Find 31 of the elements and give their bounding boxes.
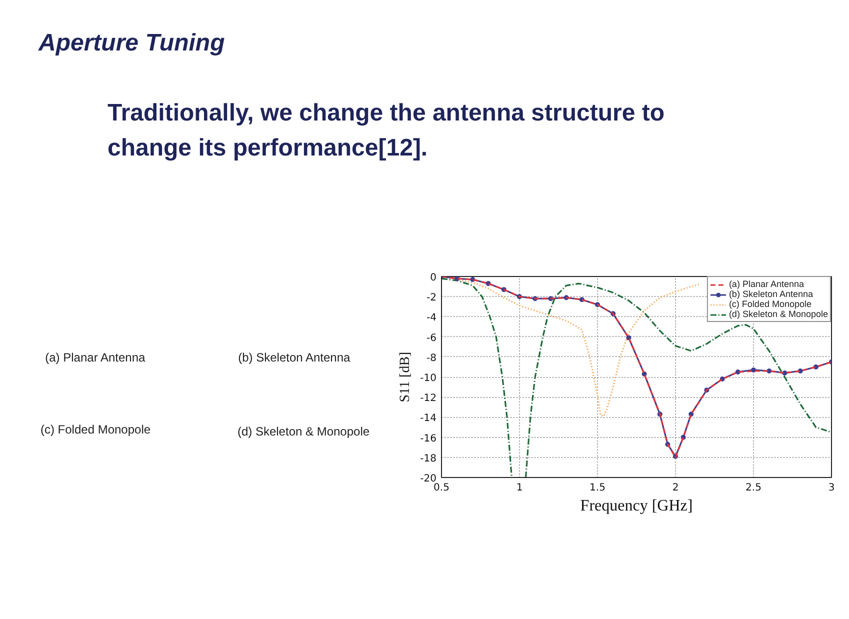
x-tick-label: 1.5: [590, 482, 606, 494]
y-tick-label: -12: [420, 393, 437, 404]
legend-label: (a) Planar Antenna: [728, 279, 804, 289]
y-tick-label: -14: [420, 413, 437, 424]
text: (a) Planar Antenna: [45, 350, 146, 365]
y-tick-label: -8: [426, 352, 437, 364]
legend-label: (b) Skeleton Antenna: [728, 289, 813, 299]
y-tick-label: -10: [420, 373, 437, 384]
y-tick-label: -16: [420, 433, 437, 444]
x-tick-label: 2: [672, 482, 679, 494]
point: [751, 367, 756, 372]
text: Aperture Tuning: [38, 30, 226, 56]
text: (d) Skeleton & Monopole: [237, 424, 370, 438]
y-tick-label: -6: [426, 332, 437, 344]
text: (b) Skeleton Antenna: [238, 350, 351, 365]
line-series: [442, 276, 700, 417]
y-axis-title: S11 [dB]: [398, 352, 414, 402]
x-axis-title: Frequency [GHz]: [580, 498, 693, 514]
legend-label: (d) Skeleton & Monopole: [728, 309, 828, 319]
y-tick-label: -18: [420, 453, 437, 464]
y-tick-label: -20: [420, 474, 437, 484]
chart-subtitle: Traditionally, we change the antenna structure to change its performance[12].: [108, 100, 664, 162]
y-tick-label: 0: [430, 272, 437, 284]
x-tick-label: 0.5: [434, 482, 450, 494]
y-tick-label: -2: [426, 292, 437, 304]
text: (c) Folded Monopole: [40, 422, 151, 437]
x-tick-label: 1: [516, 482, 523, 494]
y-tick-label: -4: [426, 312, 437, 324]
x-tick-label: 3: [828, 482, 835, 494]
legend-label: (c) Folded Monopole: [728, 299, 812, 309]
x-tick-label: 2.5: [746, 482, 762, 494]
